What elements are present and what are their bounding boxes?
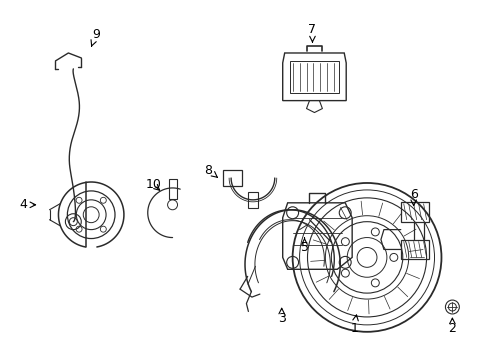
Text: 4: 4 [20,198,36,211]
Text: 5: 5 [300,238,308,254]
Text: 3: 3 [277,308,285,325]
Text: 8: 8 [204,163,217,177]
Text: 9: 9 [91,28,100,46]
Text: 1: 1 [349,315,358,336]
Text: 10: 10 [145,179,162,192]
Text: 7: 7 [308,23,316,42]
Text: 2: 2 [447,318,455,336]
Text: 6: 6 [409,188,417,206]
